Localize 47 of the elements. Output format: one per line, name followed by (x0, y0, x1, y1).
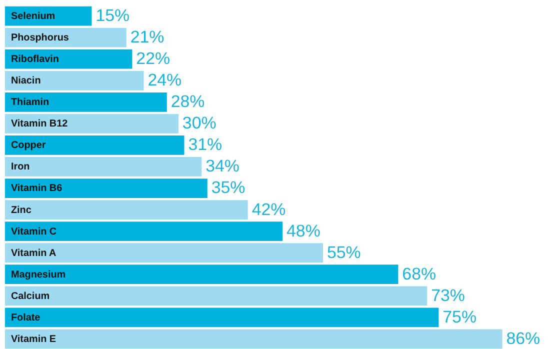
y-tick-label: Iron (10, 162, 30, 173)
bar (4, 308, 439, 328)
data-label: 75% (442, 307, 476, 326)
bar (4, 92, 167, 112)
y-tick-label: Phosphorus (10, 32, 70, 44)
bar (4, 222, 283, 242)
y-tick-label: Selenium (10, 11, 56, 22)
y-tick-label: Calcium (10, 290, 50, 302)
data-label: 42% (252, 200, 286, 219)
data-label: 55% (327, 242, 361, 262)
bar (4, 114, 178, 134)
bar (4, 49, 132, 69)
y-tick-label: Niacin (10, 76, 41, 87)
y-tick-label: Thiamin (10, 97, 50, 108)
data-label: 22% (136, 49, 170, 68)
y-tick-label: Zinc (10, 204, 32, 216)
y-tick-label: Vitamin A (10, 248, 56, 259)
y-tick-label: Vitamin B12 (10, 118, 68, 130)
bar (4, 157, 202, 176)
bar (4, 200, 248, 220)
bar (4, 243, 324, 263)
bar (4, 70, 144, 90)
y-tick-label: Vitamin E (10, 334, 56, 345)
bar (4, 264, 398, 284)
y-tick-label: Copper (10, 140, 46, 152)
data-label: 34% (206, 156, 240, 176)
data-label: 24% (148, 70, 182, 90)
data-label: 73% (431, 286, 465, 305)
data-label: 86% (506, 328, 540, 348)
data-label: 21% (130, 28, 164, 47)
bar (4, 178, 208, 198)
data-label: 15% (96, 6, 130, 26)
data-label: 30% (182, 114, 216, 133)
data-label: 28% (170, 92, 205, 112)
y-tick-label: Vitamin C (10, 226, 57, 238)
data-label: 31% (188, 135, 222, 154)
bar (4, 286, 428, 306)
bar (4, 28, 126, 48)
y-tick-label: Riboflavin (10, 54, 59, 66)
bar (4, 136, 184, 155)
y-tick-label: Magnesium (10, 269, 66, 280)
y-tick-label: Vitamin B6 (10, 183, 63, 194)
data-label: 68% (402, 264, 436, 284)
data-label: 35% (211, 178, 246, 198)
bar (4, 329, 502, 349)
y-tick-label: Folate (10, 312, 41, 324)
data-label: 48% (286, 221, 320, 240)
